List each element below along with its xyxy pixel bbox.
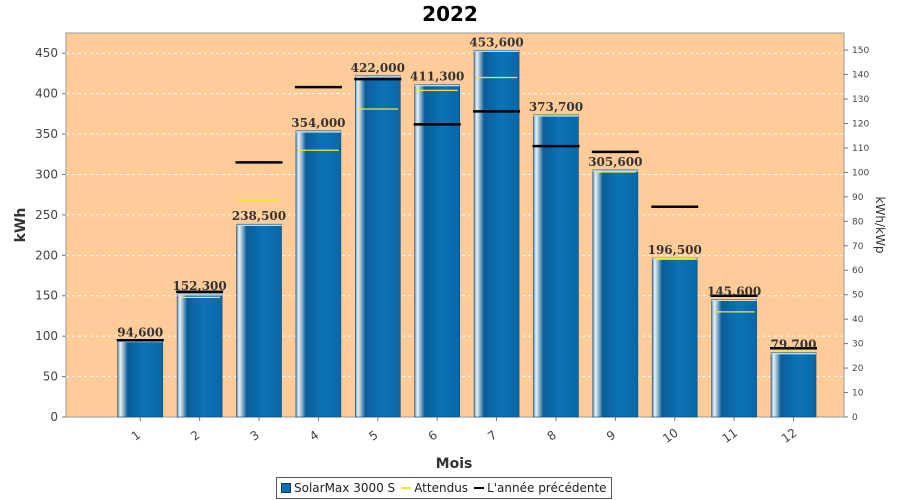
y-tick-label: 300 <box>35 167 58 181</box>
bar-month-5 <box>354 75 401 418</box>
data-labels: 94,600 152,300 238,500 354,000 422,000 411,30… <box>117 35 816 351</box>
y2-tick-label: 50 <box>852 291 864 301</box>
data-label: 94,600 <box>117 326 163 340</box>
data-label: 79,700 <box>771 338 817 352</box>
data-label: 422,000 <box>351 61 405 75</box>
x-tick-label: 9 <box>604 428 618 444</box>
y-tick-label: 0 <box>50 410 58 424</box>
legend-yellow-swatch <box>401 487 412 489</box>
y2-tick-label: 80 <box>852 217 864 227</box>
y-tick-label: 200 <box>35 248 58 262</box>
bar-month-9 <box>592 169 639 418</box>
y2-tick-label: 110 <box>852 144 869 154</box>
y-tick-label: 50 <box>43 370 58 384</box>
data-label: 196,500 <box>648 243 702 257</box>
x-tick-label: 11 <box>720 426 741 446</box>
bar-month-6 <box>414 84 460 418</box>
data-label: 238,500 <box>232 209 286 223</box>
data-label: 152,300 <box>172 279 226 293</box>
x-tick-label: 7 <box>485 428 499 444</box>
y2-tick-label: 100 <box>852 168 869 178</box>
bar-month-3 <box>236 223 282 418</box>
y-tick-label: 250 <box>35 208 58 222</box>
data-label: 354,000 <box>291 116 345 130</box>
x-tick-label: 1 <box>129 428 143 444</box>
bars <box>117 50 817 418</box>
bar-month-10 <box>651 257 698 418</box>
x-tick-label: 2 <box>188 428 202 444</box>
legend: SolarMax 3000 S Attendus L'année précéde… <box>276 477 612 499</box>
legend-item-production: SolarMax 3000 S <box>281 481 395 495</box>
y2-tick-label: 150 <box>852 46 869 56</box>
y2-tick-label: 60 <box>852 266 864 276</box>
x-tick-label: 6 <box>426 428 440 444</box>
x-tick-label: 5 <box>366 428 380 444</box>
legend-bar-swatch <box>281 483 291 493</box>
bar-month-8 <box>533 114 579 418</box>
legend-black-swatch <box>474 487 485 489</box>
data-label: 145,600 <box>707 284 761 298</box>
y-tick-label: 450 <box>35 46 58 60</box>
x-tick-label: 10 <box>660 426 681 446</box>
y-tick-label: 400 <box>35 87 58 101</box>
y-tick-label: 150 <box>35 289 58 303</box>
markers <box>116 76 818 353</box>
chart-title: 2022 <box>422 2 478 26</box>
y2-tick-label: 90 <box>852 193 864 203</box>
y-axis-title: kWh <box>13 208 29 243</box>
legend-label-previous-year: L'année précédente <box>487 481 607 495</box>
y2-tick-label: 40 <box>852 315 864 325</box>
legend-item-previous-year: L'année précédente <box>474 481 607 495</box>
y2-tick-label: 30 <box>852 340 864 350</box>
y2-tick-label: 0 <box>852 413 858 423</box>
data-label: 411,300 <box>410 69 464 83</box>
y-tick-label: 350 <box>35 127 58 141</box>
x-tick-label: 3 <box>248 428 262 444</box>
bar-month-4 <box>295 130 342 418</box>
y2-tick-label: 130 <box>852 95 869 105</box>
y2-tick-label: 140 <box>852 71 869 81</box>
y-tick-label: 100 <box>35 329 58 343</box>
x-tick-label: 4 <box>307 428 321 444</box>
bar-month-2 <box>176 293 223 418</box>
bar-month-11 <box>711 298 757 418</box>
y2-tick-label: 10 <box>852 389 864 399</box>
legend-label-production: SolarMax 3000 S <box>294 481 396 495</box>
legend-item-expected: Attendus <box>401 481 468 495</box>
data-label: 305,600 <box>588 155 642 169</box>
data-label: 373,700 <box>529 100 583 114</box>
data-label: 453,600 <box>469 35 523 49</box>
bar-month-1 <box>117 340 164 418</box>
y2-axis-title: kWh/kWp <box>873 197 887 254</box>
bar-month-7 <box>473 50 520 418</box>
bar-month-12 <box>770 352 817 418</box>
x-axis-title: Mois <box>436 456 473 472</box>
y2-tick-label: 20 <box>852 364 864 374</box>
x-tick-label: 12 <box>779 426 800 446</box>
legend-label-expected: Attendus <box>414 481 469 495</box>
y2-tick-label: 70 <box>852 242 864 252</box>
x-tick-label: 8 <box>545 428 559 444</box>
y2-tick-label: 120 <box>852 119 869 129</box>
